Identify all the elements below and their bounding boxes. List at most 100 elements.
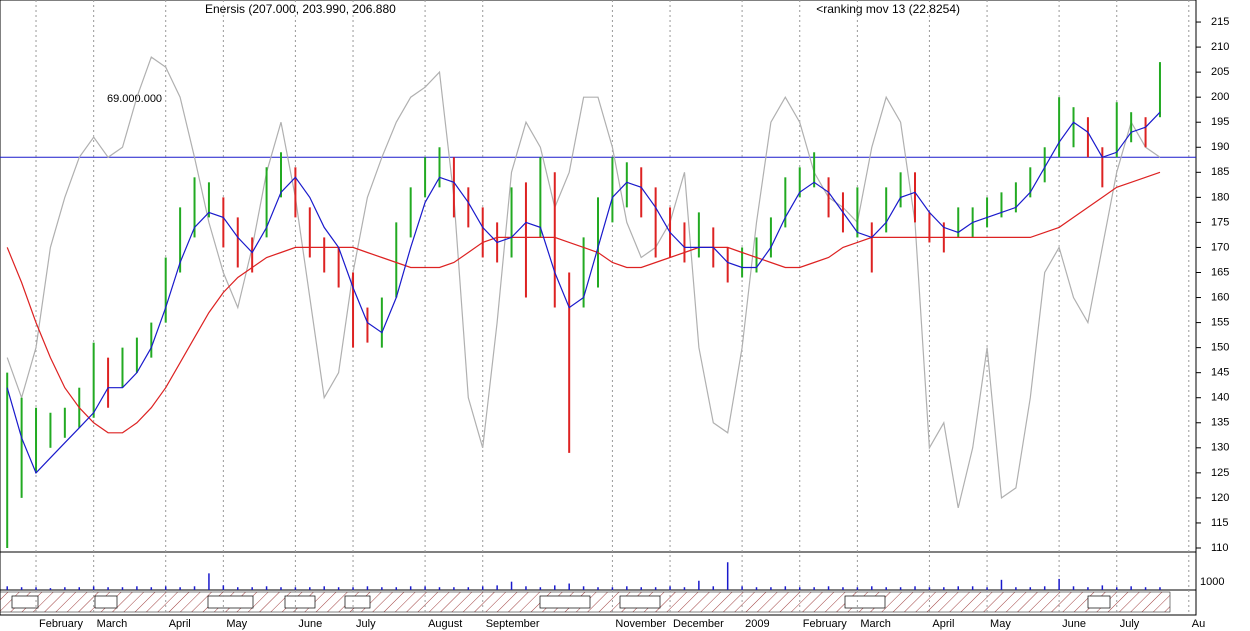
volume-bar — [1087, 587, 1089, 590]
y-tick-label: 205 — [1211, 66, 1229, 78]
chart-title: Enersis (207.000, 203.990, 206.880 — [205, 2, 396, 16]
volume-bar — [827, 586, 830, 590]
volume-bar — [640, 587, 642, 590]
volume-bar — [20, 587, 23, 590]
volume-bar — [35, 587, 37, 590]
volume-bar — [78, 587, 81, 590]
volume-bar — [92, 586, 95, 590]
y-tick-label: 165 — [1211, 266, 1229, 278]
volume-bar — [928, 587, 931, 590]
y-tick-label: 200 — [1211, 91, 1229, 103]
volume-bar — [698, 580, 700, 590]
x-tick-label: February — [39, 618, 84, 630]
volume-bar — [6, 586, 8, 590]
volume-bar — [1058, 578, 1060, 590]
volume-bar — [208, 573, 210, 590]
volume-bar — [539, 587, 542, 590]
x-tick-label: 2009 — [745, 618, 769, 630]
volume-bar — [914, 586, 916, 590]
volume-bar — [510, 581, 513, 590]
x-tick-label: May — [226, 618, 247, 630]
volume-bar — [986, 587, 988, 590]
volume-bar — [381, 587, 383, 590]
indicator-line — [6, 171, 1161, 434]
volume-bar — [568, 583, 570, 590]
x-tick-label: August — [428, 618, 462, 630]
volume-bar — [726, 562, 729, 590]
volume-bar — [669, 586, 671, 590]
volume-bar — [467, 587, 470, 590]
y-tick-label: 120 — [1211, 492, 1229, 504]
volume-bar — [309, 587, 311, 590]
volume-bar — [107, 587, 109, 590]
y-tick-label: 185 — [1211, 166, 1229, 178]
volume-bar — [885, 587, 887, 590]
volume-bar — [237, 587, 239, 590]
volume-bar — [265, 586, 268, 590]
volume-bar — [1029, 587, 1032, 590]
y-tick-label: 130 — [1211, 442, 1229, 454]
x-tick-label: March — [860, 618, 891, 630]
y-tick-label: 155 — [1211, 316, 1229, 328]
volume-bar — [179, 587, 181, 590]
x-tick-label: May — [990, 618, 1011, 630]
volume-bar — [121, 587, 124, 590]
y-tick-label: 145 — [1211, 367, 1229, 379]
volume-bar — [597, 587, 599, 590]
volume-bar — [784, 586, 787, 590]
volume-bar — [1015, 587, 1017, 590]
volume-bar — [222, 585, 225, 590]
volume-bar — [1043, 586, 1046, 590]
volume-axis-label: 1000 — [1200, 576, 1224, 588]
x-tick-label: April — [169, 618, 191, 630]
chart-subtitle: <ranking mov 13 (22.8254) — [816, 2, 960, 16]
volume-bar — [49, 588, 52, 590]
volume-bar — [899, 587, 902, 590]
volume-bar — [871, 586, 873, 590]
x-tick-label: April — [932, 618, 954, 630]
volume-bar — [654, 587, 657, 590]
volume-bar — [957, 586, 959, 590]
volume-bar — [971, 586, 974, 590]
indicator-line — [6, 111, 1161, 474]
volume-bar — [150, 587, 153, 590]
volume-bar — [712, 586, 715, 590]
plot-frame — [0, 0, 1197, 616]
y-tick-label: 150 — [1211, 342, 1229, 354]
volume-bar — [136, 586, 138, 590]
level-label: 69.000.000 — [107, 93, 162, 105]
volume-bar — [683, 587, 686, 590]
volume-bar — [770, 587, 772, 590]
volume-bar — [395, 587, 398, 590]
y-tick-label: 125 — [1211, 467, 1229, 479]
volume-bar — [193, 586, 196, 590]
y-tick-label: 210 — [1211, 41, 1229, 53]
volume-bar — [1144, 587, 1147, 590]
volume-bar — [496, 585, 498, 590]
volume-bar — [842, 587, 844, 590]
x-tick-label: July — [356, 618, 376, 630]
volume-bar — [611, 587, 614, 590]
volume-bar — [856, 587, 859, 590]
volume-bar — [1000, 579, 1003, 590]
x-tick-label: Au — [1192, 618, 1205, 630]
volume-bar — [813, 587, 815, 590]
y-tick-label: 175 — [1211, 216, 1229, 228]
volume-bar — [366, 586, 369, 590]
y-tick-label: 190 — [1211, 141, 1229, 153]
strip-boxes — [11, 595, 1111, 609]
volume-bar — [251, 587, 253, 590]
volume-bar — [798, 587, 801, 590]
volume-bar — [424, 586, 426, 590]
volume-bar — [323, 586, 325, 590]
x-tick-label: February — [803, 618, 848, 630]
volume-bar — [755, 587, 758, 590]
volume-bar — [438, 587, 441, 590]
volume-bar — [943, 587, 945, 590]
y-tick-label: 170 — [1211, 241, 1229, 253]
x-tick-label: December — [673, 618, 724, 630]
volume-bar — [741, 586, 743, 590]
x-tick-label: March — [97, 618, 128, 630]
volume-bar — [453, 587, 455, 590]
indicator-line — [6, 56, 1161, 509]
